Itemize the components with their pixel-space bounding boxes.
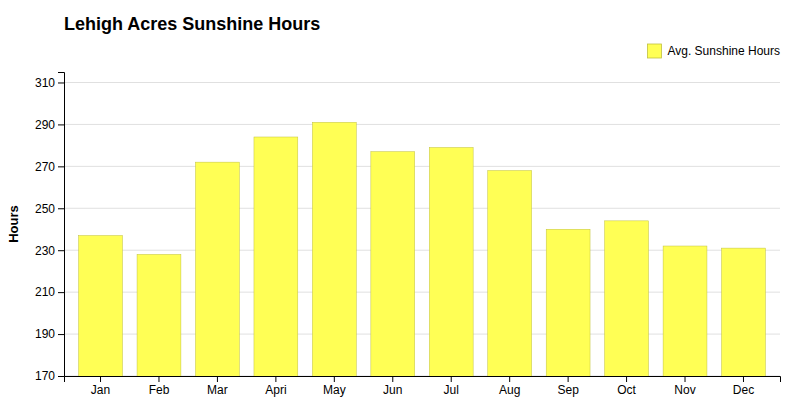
y-tick-label: 230	[35, 244, 55, 258]
y-tick-label: 290	[35, 118, 55, 132]
x-tick-mark	[334, 376, 335, 382]
x-tick: Nov	[674, 376, 695, 397]
y-tick: 190	[35, 327, 64, 341]
y-axis-line	[58, 73, 65, 377]
x-tick: Jan	[91, 376, 110, 397]
x-tick-mark	[217, 376, 218, 382]
x-tick-label: Oct	[617, 383, 636, 397]
y-tick-mark	[58, 124, 64, 125]
y-tick-mark	[58, 208, 64, 209]
grid-line	[64, 166, 780, 167]
grid-line	[64, 208, 780, 209]
x-tick: Jun	[383, 376, 402, 397]
y-tick-mark	[58, 250, 64, 251]
bar	[79, 236, 123, 376]
x-tick-label: May	[323, 383, 346, 397]
x-tick-label: Feb	[149, 383, 170, 397]
y-axis-title: Hours	[6, 205, 21, 243]
x-tick-label: Nov	[674, 383, 695, 397]
y-tick-mark	[58, 334, 64, 335]
x-tick: Oct	[617, 376, 636, 397]
y-tick: 230	[35, 244, 64, 258]
x-tick-mark	[451, 376, 452, 382]
x-tick-label: Mar	[207, 383, 228, 397]
bar	[196, 162, 240, 376]
y-tick-label: 310	[35, 76, 55, 90]
x-axis: Jan Feb Mar Apri May Jun Jul Aug Sep Oct Nov Dec	[65, 376, 781, 397]
x-tick: Sep	[557, 376, 579, 397]
y-tick-label: 250	[35, 202, 55, 216]
bar	[312, 122, 356, 376]
y-tick: 210	[35, 285, 64, 299]
bar	[429, 147, 473, 376]
bar	[137, 254, 181, 376]
x-tick: May	[323, 376, 346, 397]
y-tick-mark	[58, 376, 64, 377]
y-tick-mark	[58, 166, 64, 167]
x-tick: Jul	[444, 376, 459, 397]
bar	[488, 171, 532, 376]
x-axis-line	[65, 377, 781, 383]
y-tick: 270	[35, 160, 64, 174]
title: Lehigh Acres Sunshine Hours	[64, 14, 320, 34]
x-tick: Aug	[499, 376, 520, 397]
y-tick-label: 210	[35, 285, 55, 299]
x-tick-label: Apri	[265, 383, 286, 397]
y-tick-label: 170	[35, 369, 55, 383]
grid-line	[64, 124, 780, 125]
x-tick-label: Jun	[383, 383, 402, 397]
x-tick-label: Jan	[91, 383, 110, 397]
x-tick-mark	[100, 376, 101, 382]
bar	[546, 229, 590, 376]
y-tick-label: 270	[35, 160, 55, 174]
x-tick-label: Sep	[557, 383, 579, 397]
legend: Avg. Sunshine Hours	[647, 44, 780, 58]
x-tick: Apri	[265, 376, 286, 397]
x-tick-mark	[158, 376, 159, 382]
x-tick-label: Jul	[444, 383, 459, 397]
x-tick-mark	[743, 376, 744, 382]
x-tick-label: Dec	[733, 383, 754, 397]
bars	[79, 122, 766, 376]
y-tick: 290	[35, 118, 64, 132]
legend-label: Avg. Sunshine Hours	[667, 44, 780, 58]
y-tick: 310	[35, 76, 64, 90]
chart: 170 190 210 230 250 270 290 310 Jan Feb Mar Apri May…	[0, 0, 800, 416]
x-tick-mark	[568, 376, 569, 382]
x-tick-mark	[626, 376, 627, 382]
x-tick: Feb	[149, 376, 170, 397]
legend-swatch	[647, 44, 661, 58]
x-tick-mark	[275, 376, 276, 382]
bar	[663, 246, 707, 376]
y-axis: 170 190 210 230 250 270 290 310	[35, 73, 65, 384]
y-tick: 250	[35, 202, 64, 216]
bar	[254, 137, 298, 376]
bar	[605, 221, 649, 376]
x-tick: Dec	[733, 376, 754, 397]
grid-line	[64, 82, 780, 83]
y-tick-mark	[58, 82, 64, 83]
y-tick: 170	[35, 369, 64, 383]
x-tick-mark	[685, 376, 686, 382]
y-tick-mark	[58, 292, 64, 293]
x-tick-mark	[392, 376, 393, 382]
plot-area: 170 190 210 230 250 270 290 310 Jan Feb Mar Apri May…	[35, 73, 781, 416]
bar	[371, 152, 415, 376]
y-tick-label: 190	[35, 327, 55, 341]
x-tick-mark	[509, 376, 510, 382]
x-tick: Mar	[207, 376, 228, 397]
bar	[722, 248, 766, 376]
x-tick-label: Aug	[499, 383, 520, 397]
